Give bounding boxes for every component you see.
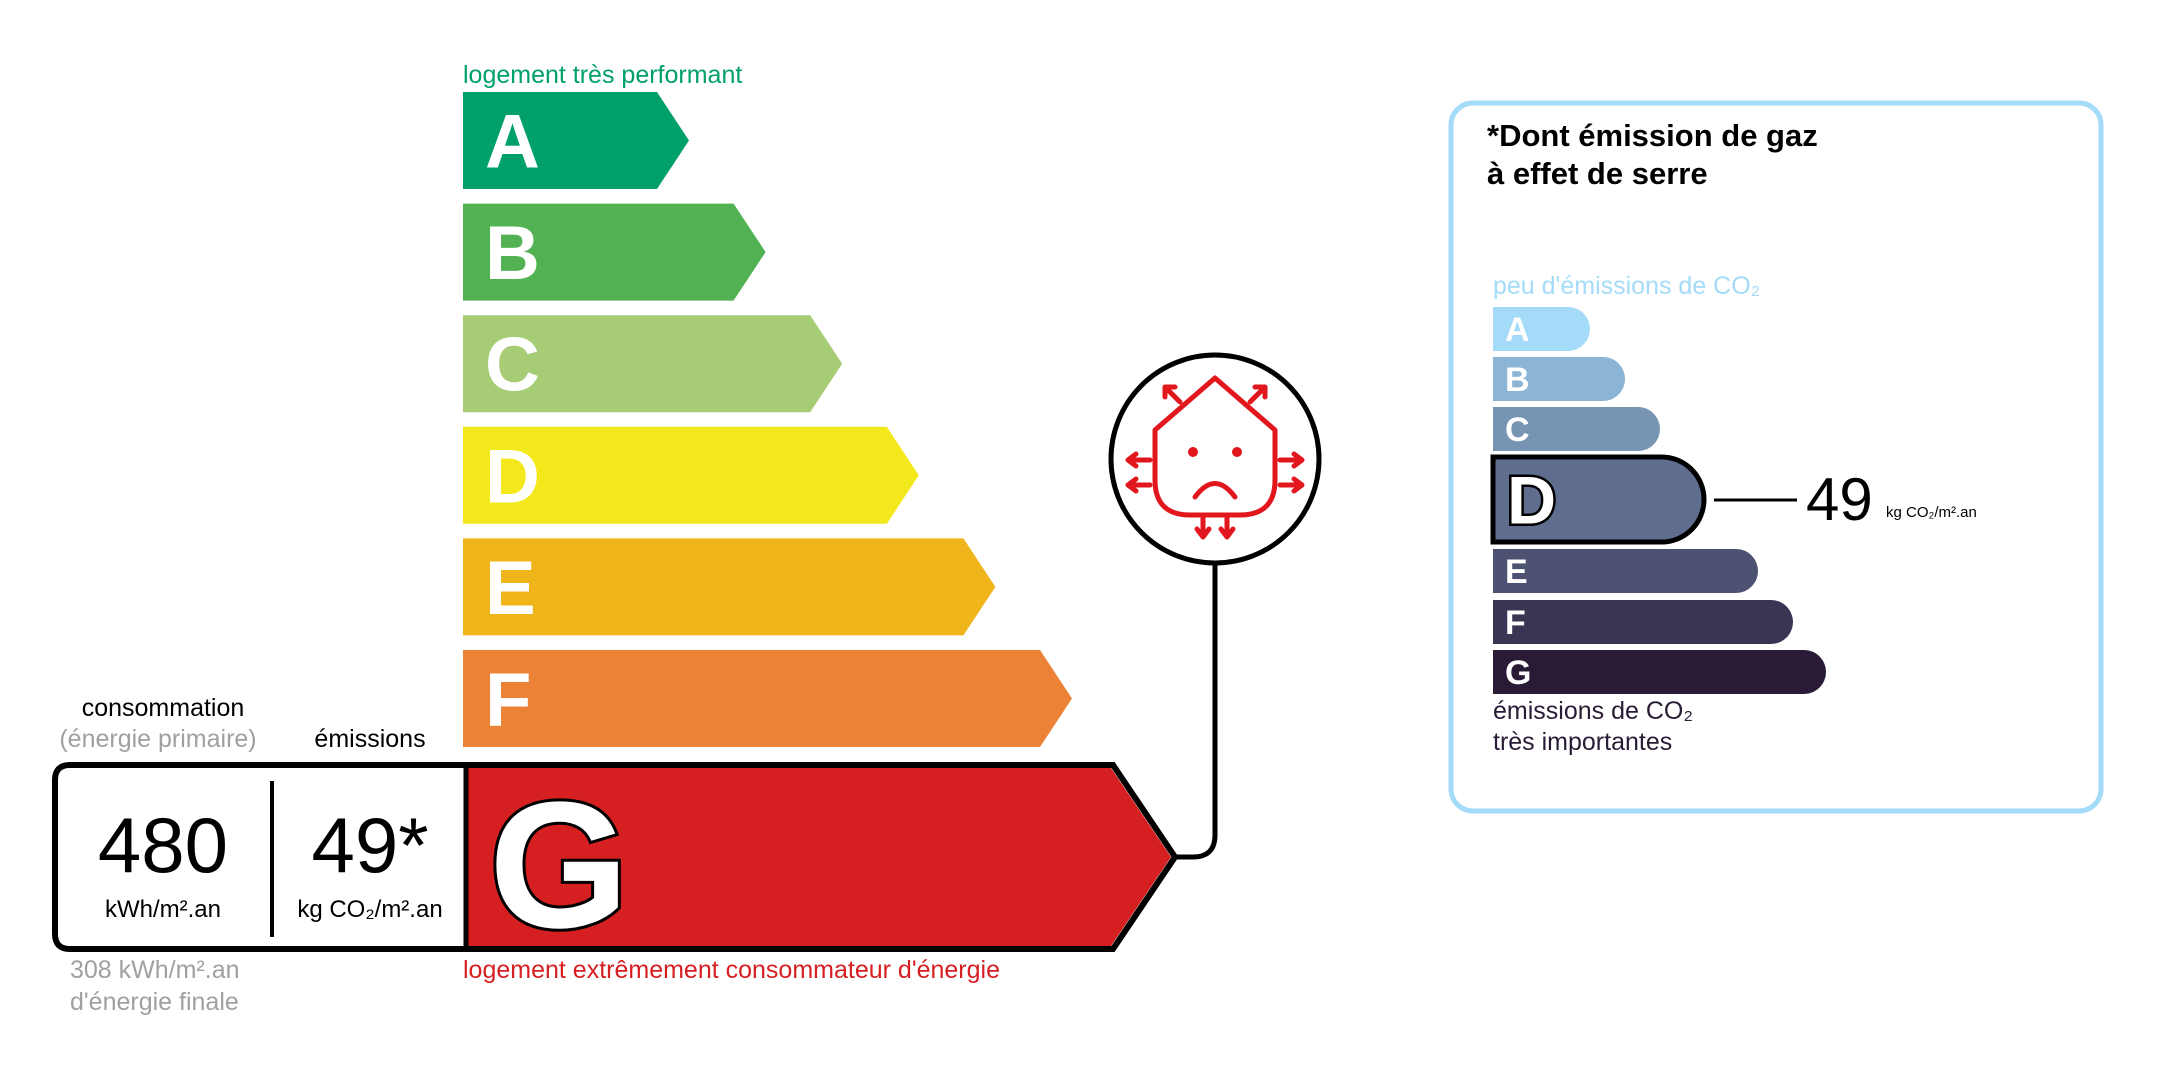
heat-loss-arrow-icon: [1277, 451, 1305, 469]
energy-class-letter-a: A: [485, 100, 540, 185]
consumption-value: 480: [97, 801, 229, 889]
ghg-class-letter-a: A: [1505, 311, 1530, 349]
final-energy-value: 308 kWh/m².an: [70, 956, 240, 984]
consumption-subheader: (énergie primaire): [59, 725, 257, 753]
energy-class-bar-e: [463, 538, 996, 636]
consumption-header: consommation: [81, 694, 245, 722]
ghg-class-letter-f: F: [1505, 604, 1526, 642]
ghg-title-line1: *Dont émission de gaz: [1487, 118, 1818, 153]
ghg-class-letter-e: E: [1505, 553, 1528, 591]
energy-class-bar-b: [463, 203, 766, 301]
emissions-value: 49*: [311, 801, 429, 889]
energy-class-bar-d: [463, 426, 919, 524]
ghg-class-bar-f: [1493, 600, 1793, 644]
heat-loss-arrow-icon: [1125, 476, 1153, 494]
ghg-class-letter-b: B: [1505, 361, 1530, 399]
energy-class-letter-d: D: [485, 434, 540, 519]
ghg-class-bar-e: [1493, 549, 1758, 593]
final-energy-label: d'énergie finale: [70, 988, 239, 1016]
badge-circle: [1108, 352, 1322, 566]
ghg-class-letter-g: G: [1505, 654, 1531, 692]
energy-top-label: logement très performant: [463, 61, 743, 89]
energy-class-letter-current: G: [489, 765, 629, 966]
emissions-unit: kg CO₂/m².an: [297, 896, 443, 923]
ghg-bottom-label-line2: très importantes: [1493, 728, 1673, 756]
energy-class-letter-b: B: [485, 211, 540, 296]
heat-loss-arrow-icon: [1277, 476, 1305, 494]
ghg-top-label: peu d'émissions de CO₂: [1493, 272, 1761, 300]
ghg-class-bar-b: [1493, 357, 1625, 401]
ghg-value: 49: [1806, 466, 1873, 533]
emissions-header: émissions: [314, 725, 426, 753]
ghg-class-bar-a: [1493, 307, 1590, 351]
ghg-class-letter-d: D: [1507, 463, 1556, 539]
energy-bottom-label: logement extrêmement consommateur d'éner…: [463, 956, 1000, 984]
house-heat-loss-sad-icon: [1125, 375, 1305, 540]
heat-loss-arrow-icon: [1125, 451, 1153, 469]
energy-class-bar-f: [463, 650, 1072, 747]
eye-icon: [1232, 447, 1242, 457]
energy-class-letter-e: E: [485, 546, 536, 631]
ghg-class-bar-g: [1493, 650, 1826, 694]
ghg-class-bar-d: [1490, 454, 1707, 545]
eye-icon: [1188, 447, 1198, 457]
energy-class-letter-f: F: [485, 658, 531, 743]
ghg-class-letter-c: C: [1505, 411, 1530, 449]
ghg-panel-border: [1448, 100, 2104, 814]
ghg-title-line2: à effet de serre: [1487, 156, 1708, 191]
sad-mouth-icon: [1192, 481, 1238, 500]
heat-loss-arrow-icon: [1218, 512, 1236, 540]
heat-loss-arrow-icon: [1247, 384, 1268, 405]
consumption-unit: kWh/m².an: [104, 896, 221, 923]
heat-loss-arrow-icon: [1162, 384, 1183, 405]
energy-class-bar-current: [467, 768, 1171, 946]
energy-class-letter-c: C: [485, 323, 540, 408]
energy-class-bar-c: [463, 315, 843, 413]
ghg-class-bar-c: [1493, 407, 1660, 451]
badge-connector: [1177, 563, 1218, 860]
heat-loss-arrow-icon: [1194, 512, 1212, 540]
energy-class-bar-a: [463, 92, 689, 189]
ghg-unit: kg CO₂/m².an: [1886, 504, 1977, 521]
house-outline-icon: [1152, 375, 1278, 518]
ghg-bottom-label-line1: émissions de CO₂: [1493, 697, 1694, 725]
